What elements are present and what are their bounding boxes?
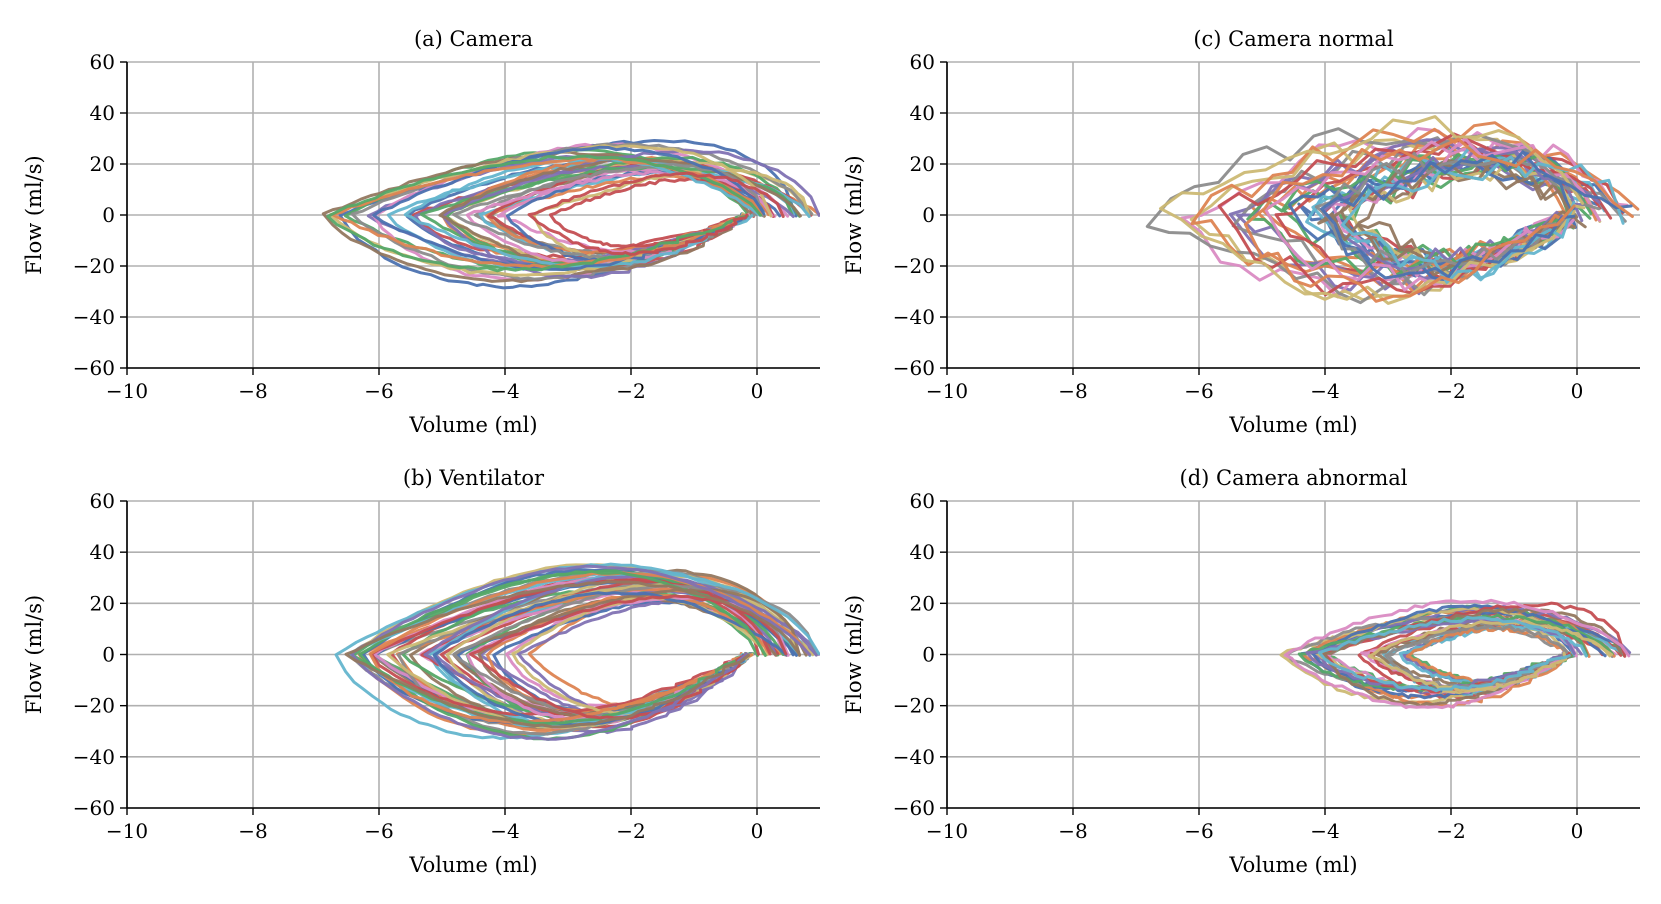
x-tick-label: 0 xyxy=(751,819,764,843)
series-loop xyxy=(1283,598,1631,710)
y-tick-label: 0 xyxy=(102,643,115,667)
y-tick-label: 60 xyxy=(90,50,115,74)
y-tick-label: 60 xyxy=(910,489,935,513)
x-tick-label: −4 xyxy=(1310,379,1339,403)
series-loop xyxy=(368,571,811,724)
x-tick-label: −6 xyxy=(1184,819,1213,843)
series-group xyxy=(321,139,820,290)
x-axis-label: Volume (ml) xyxy=(408,853,537,877)
series-loop xyxy=(527,171,785,256)
y-axis-label: Flow (ml/s) xyxy=(22,595,46,714)
y-tick-label: 40 xyxy=(90,540,115,564)
y-tick-label: −60 xyxy=(73,796,115,820)
series-group xyxy=(1279,598,1632,710)
series-loop xyxy=(321,150,753,284)
y-tick-label: 40 xyxy=(910,540,935,564)
x-tick-label: −4 xyxy=(490,819,519,843)
chart-title: (b) Ventilator xyxy=(403,466,545,490)
series-loop xyxy=(1341,155,1625,284)
y-axis-label: Flow (ml/s) xyxy=(22,155,46,274)
y-axis-label: Flow (ml/s) xyxy=(842,595,866,714)
x-tick-label: −4 xyxy=(490,379,519,403)
y-tick-label: −40 xyxy=(893,305,935,329)
series-loop xyxy=(1367,619,1612,693)
x-tick-label: −8 xyxy=(1058,819,1087,843)
y-axis-label: Flow (ml/s) xyxy=(842,155,866,274)
y-tick-label: 0 xyxy=(922,643,935,667)
series-loop xyxy=(326,154,763,273)
y-tick-label: 40 xyxy=(910,101,935,125)
x-tick-label: 0 xyxy=(751,379,764,403)
x-tick-label: −6 xyxy=(1184,379,1213,403)
x-tick-label: 0 xyxy=(1571,819,1584,843)
x-tick-label: −6 xyxy=(364,379,393,403)
x-tick-label: −10 xyxy=(106,819,148,843)
x-tick-label: 0 xyxy=(1571,379,1584,403)
x-tick-label: −10 xyxy=(926,379,968,403)
y-tick-label: 20 xyxy=(910,152,935,176)
y-tick-label: −40 xyxy=(893,745,935,769)
y-tick-label: −20 xyxy=(73,694,115,718)
y-tick-label: −20 xyxy=(893,694,935,718)
series-loop xyxy=(438,158,802,273)
y-tick-label: 60 xyxy=(910,50,935,74)
series-loop xyxy=(1322,607,1623,708)
x-tick-label: −10 xyxy=(106,379,148,403)
y-tick-label: 20 xyxy=(910,591,935,615)
y-tick-label: 20 xyxy=(90,591,115,615)
y-tick-label: −20 xyxy=(73,254,115,278)
y-tick-label: −40 xyxy=(73,305,115,329)
y-tick-label: 0 xyxy=(922,203,935,227)
y-tick-label: 60 xyxy=(90,489,115,513)
x-tick-label: −4 xyxy=(1310,819,1339,843)
x-tick-label: −8 xyxy=(1058,379,1087,403)
y-tick-label: 20 xyxy=(90,152,115,176)
y-tick-label: −60 xyxy=(73,356,115,380)
series-loop xyxy=(344,580,801,729)
series-group xyxy=(334,562,820,741)
x-tick-label: −6 xyxy=(364,819,393,843)
y-tick-label: 40 xyxy=(90,101,115,125)
y-tick-label: −60 xyxy=(893,356,935,380)
x-tick-label: −2 xyxy=(616,819,645,843)
x-axis-label: Volume (ml) xyxy=(1228,413,1357,437)
chart-title: (a) Camera xyxy=(414,27,533,51)
y-tick-label: −40 xyxy=(73,745,115,769)
x-tick-label: −10 xyxy=(926,819,968,843)
series-loop xyxy=(1317,615,1588,693)
x-axis-label: Volume (ml) xyxy=(1228,853,1357,877)
series-loop xyxy=(1384,624,1568,690)
x-tick-label: −8 xyxy=(238,819,267,843)
x-tick-label: −2 xyxy=(1436,379,1465,403)
x-tick-label: −8 xyxy=(238,379,267,403)
y-tick-label: −20 xyxy=(893,254,935,278)
series-group xyxy=(1145,115,1640,305)
y-tick-label: −60 xyxy=(893,796,935,820)
y-tick-label: 0 xyxy=(102,203,115,227)
x-tick-label: −2 xyxy=(1436,819,1465,843)
series-loop xyxy=(350,564,812,741)
chart-title: (d) Camera abnormal xyxy=(1180,466,1408,490)
series-loop xyxy=(1243,137,1634,303)
chart-title: (c) Camera normal xyxy=(1193,27,1394,51)
x-tick-label: −2 xyxy=(616,379,645,403)
x-axis-label: Volume (ml) xyxy=(408,413,537,437)
